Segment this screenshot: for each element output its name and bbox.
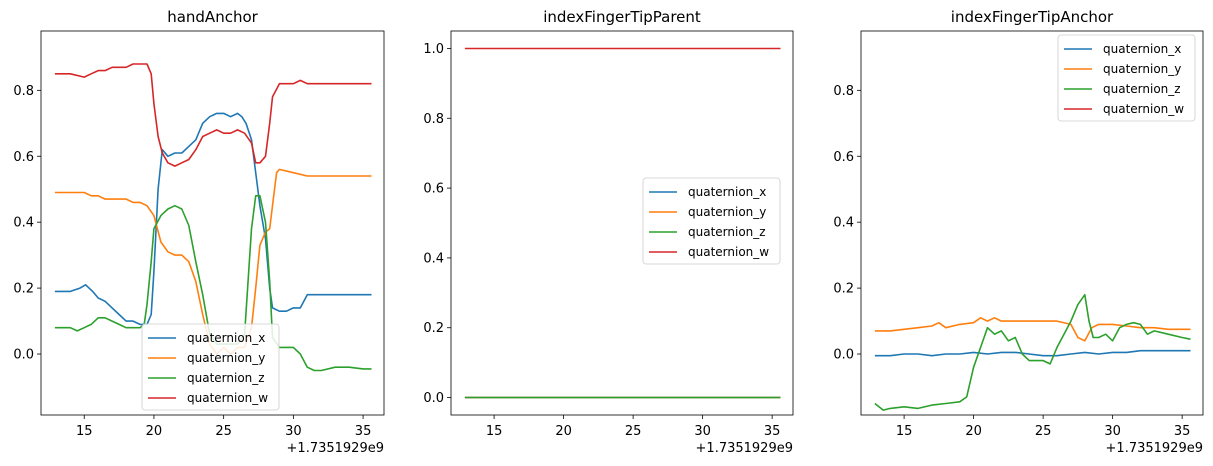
- y-tick-label: 0.2: [13, 282, 34, 297]
- y-tick-label: 0.2: [423, 321, 444, 336]
- x-tick-label: 15: [76, 424, 93, 439]
- x-offset-label: +1.7351929e9: [287, 441, 384, 456]
- legend-label-quaternion_x: quaternion_x: [688, 185, 766, 199]
- x-tick-label: 20: [555, 424, 572, 439]
- subplot-title: handAnchor: [167, 8, 258, 26]
- x-tick-label: 30: [694, 424, 711, 439]
- y-tick-label: 0.6: [833, 150, 854, 165]
- series-line-quaternion_x: [54, 112, 372, 326]
- y-tick-label: 0.4: [13, 216, 34, 231]
- series-line-quaternion_y: [874, 316, 1191, 342]
- subplot-0: handAnchor 15 20 25 30 35 +1.7351929e9 0.0 0.2 0.…: [13, 8, 385, 456]
- subplot-title: indexFingerTipParent: [543, 8, 701, 26]
- axes-frame: [450, 30, 794, 416]
- y-tick-label: 0.6: [13, 150, 34, 165]
- y-tick-label: 0.0: [13, 348, 34, 363]
- series-line-quaternion_w: [54, 63, 372, 167]
- legend-label-quaternion_w: quaternion_w: [187, 391, 268, 405]
- y-tick-label: 0.8: [13, 84, 34, 99]
- x-offset-label: +1.7351929e9: [696, 441, 793, 456]
- x-tick-label: 25: [1035, 424, 1052, 439]
- legend-box: [141, 323, 280, 411]
- legend-label-quaternion_x: quaternion_x: [187, 331, 265, 345]
- x-tick-label: 35: [764, 424, 781, 439]
- y-tick-label: 0.0: [423, 391, 444, 406]
- legend-label-quaternion_y: quaternion_y: [688, 205, 766, 219]
- y-tick-label: 0.6: [423, 182, 444, 197]
- y-tick-label: 0.0: [833, 348, 854, 363]
- x-tick-label: 20: [146, 424, 163, 439]
- x-tick-label: 35: [1174, 424, 1191, 439]
- series-line-quaternion_z: [874, 293, 1191, 411]
- legend-label-quaternion_y: quaternion_y: [187, 351, 265, 365]
- y-tick-label: 0.4: [833, 216, 854, 231]
- subplot-2: indexFingerTipAnchor 15 20 25 30 35 +1.7351929…: [833, 8, 1204, 456]
- legend-label-quaternion_x: quaternion_x: [1103, 42, 1181, 56]
- series-line-quaternion_z: [54, 195, 372, 372]
- x-tick-label: 15: [896, 424, 913, 439]
- x-tick-label: 35: [355, 424, 372, 439]
- x-tick-label: 25: [625, 424, 642, 439]
- legend-label-quaternion_y: quaternion_y: [1103, 62, 1181, 76]
- y-tick-label: 0.2: [833, 282, 854, 297]
- legend-box: [642, 177, 781, 265]
- legend-label-quaternion_z: quaternion_z: [187, 371, 265, 385]
- y-tick-label: 0.8: [833, 84, 854, 99]
- legend-label-quaternion_w: quaternion_w: [688, 245, 769, 259]
- legend-label-quaternion_z: quaternion_z: [688, 225, 766, 239]
- legend-label-quaternion_w: quaternion_w: [1103, 102, 1184, 116]
- x-offset-label: +1.7351929e9: [1106, 441, 1203, 456]
- x-tick-label: 25: [215, 424, 232, 439]
- legend: quaternion_x quaternion_y quaternion_zquat…: [141, 323, 280, 411]
- legend-label-quaternion_z: quaternion_z: [1103, 82, 1181, 96]
- axes-frame: [860, 30, 1204, 416]
- y-tick-label: 0.4: [423, 251, 444, 266]
- subplot-1: indexFingerTipParent 15 20 25 30 35 +1.7351929…: [423, 8, 794, 456]
- y-tick-label: 0.8: [423, 112, 444, 127]
- subplot-title: indexFingerTipAnchor: [951, 8, 1114, 26]
- legend-box: [1057, 34, 1196, 122]
- legend: quaternion_x quaternion_y quaternion_zquat…: [1057, 34, 1196, 122]
- y-tick-label: 1.0: [423, 42, 444, 57]
- axes-frame: [40, 30, 385, 416]
- series-line-quaternion_x: [874, 349, 1191, 357]
- x-tick-label: 30: [285, 424, 302, 439]
- x-tick-label: 30: [1104, 424, 1121, 439]
- x-tick-label: 15: [486, 424, 503, 439]
- x-tick-label: 20: [965, 424, 982, 439]
- legend: quaternion_x quaternion_y quaternion_zquat…: [642, 177, 781, 265]
